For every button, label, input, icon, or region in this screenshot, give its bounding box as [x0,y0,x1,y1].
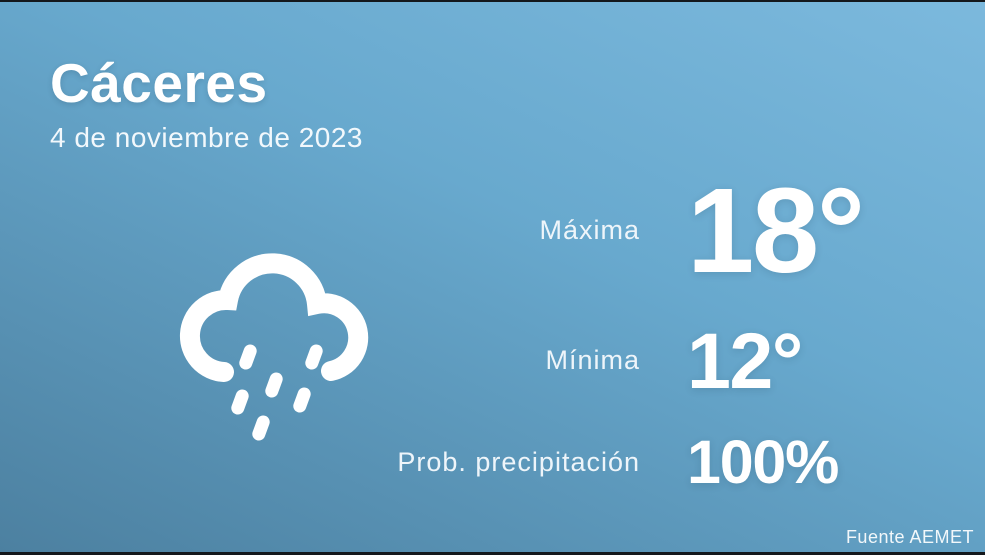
top-border-line [0,0,985,2]
metric-value-max: 18° [687,161,865,298]
source-credit: Fuente AEMET [845,527,974,547]
metric-row-max: Máxima 18° [0,158,985,302]
rain-cloud-icon [179,253,369,441]
city-title: Cáceres [50,52,268,114]
metric-value-precip: 100% [687,427,839,496]
metric-row-min: Mínima 12° [0,301,985,419]
date-subtitle: 4 de noviembre de 2023 [50,122,363,154]
metric-label-precip: Prob. precipitación [397,446,640,477]
metric-value-min: 12° [687,315,803,405]
metric-label-min: Mínima [545,344,640,375]
card-header: Cáceres 4 de noviembre de 2023 [50,52,363,154]
metric-row-precip: Prob. precipitación 100% [0,410,985,514]
bottom-border-line [0,552,985,555]
metric-label-max: Máxima [539,214,640,245]
